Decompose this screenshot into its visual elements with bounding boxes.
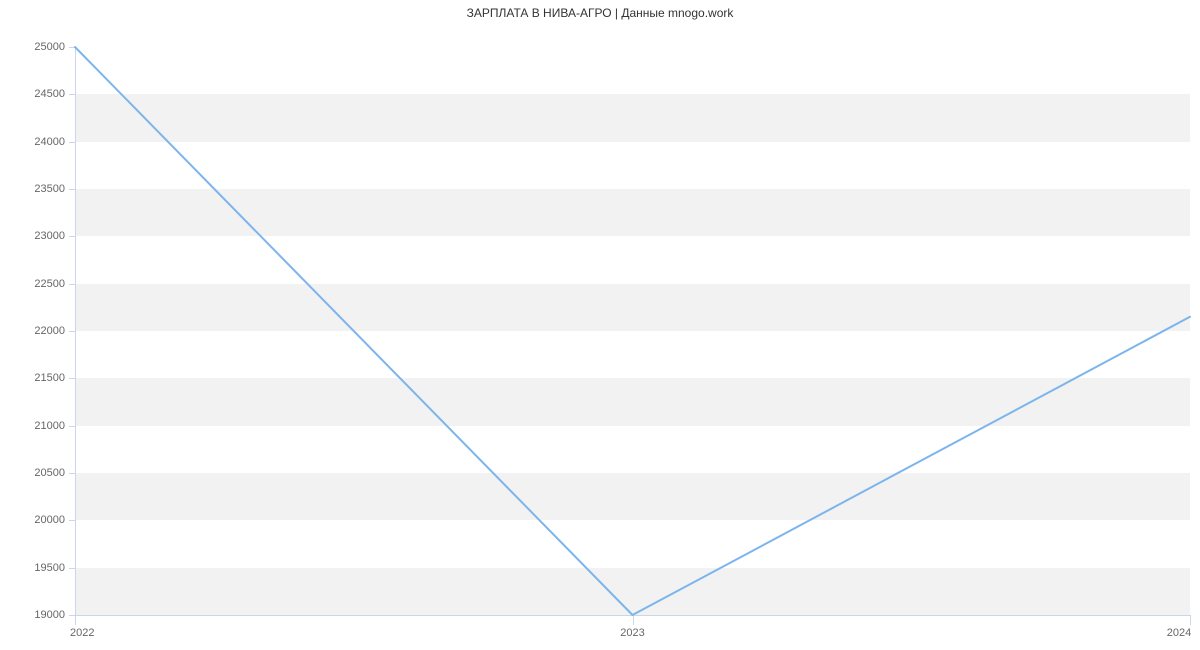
y-tick-label: 22000 (34, 325, 65, 337)
y-tick-label: 23500 (34, 183, 65, 195)
y-tick-label: 23000 (34, 230, 65, 242)
y-tick-label: 19000 (34, 609, 65, 621)
x-tick-label: 2022 (70, 627, 94, 639)
series-line (75, 47, 1190, 615)
y-tick-label: 19500 (34, 562, 65, 574)
y-tick-label: 24500 (34, 88, 65, 100)
salary-chart: ЗАРПЛАТА В НИВА-АГРО | Данные mnogo.work… (0, 0, 1200, 650)
y-tick-label: 24000 (34, 136, 65, 148)
y-tick-label: 21500 (34, 372, 65, 384)
y-tick-label: 22500 (34, 278, 65, 290)
y-tick-label: 20000 (34, 514, 65, 526)
plot-area: 1900019500200002050021000215002200022500… (75, 47, 1190, 615)
x-tick-label: 2023 (620, 627, 644, 639)
chart-title: ЗАРПЛАТА В НИВА-АГРО | Данные mnogo.work (0, 6, 1200, 20)
y-tick-label: 21000 (34, 420, 65, 432)
y-tick-label: 20500 (34, 467, 65, 479)
y-tick-label: 25000 (34, 41, 65, 53)
x-tick-label: 2024 (1167, 627, 1191, 639)
